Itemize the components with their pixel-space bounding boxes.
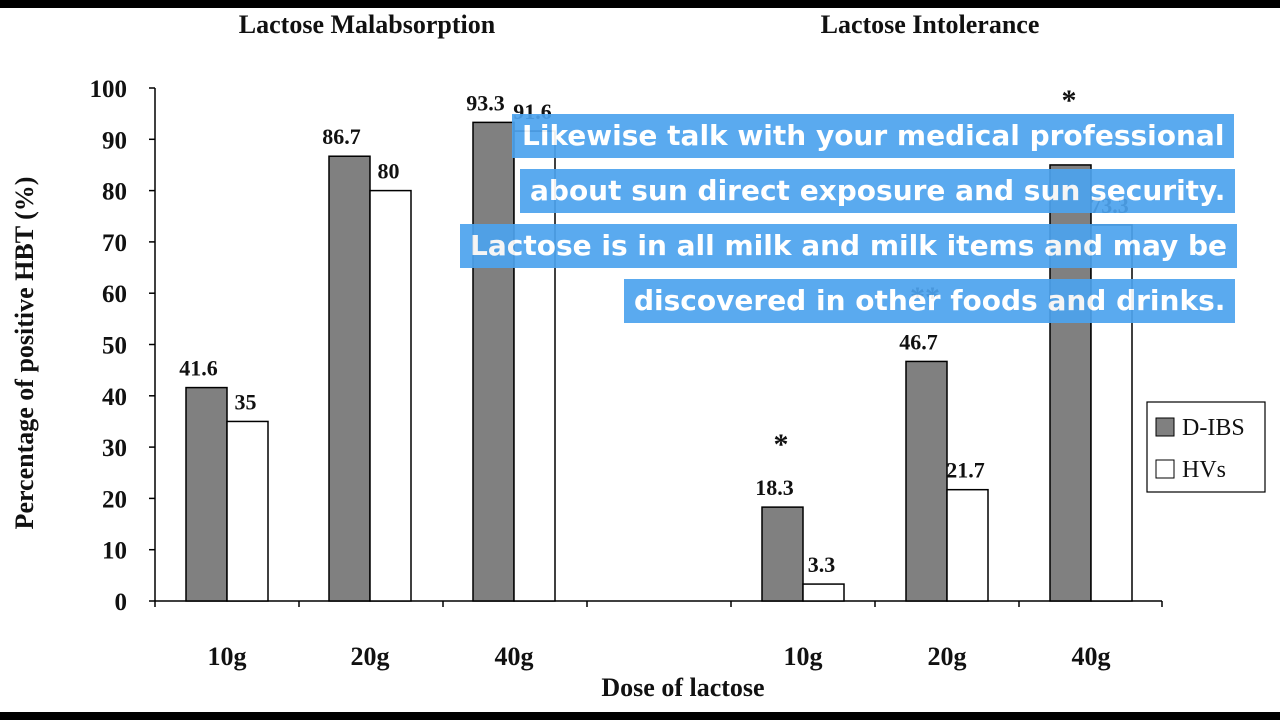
x-tick-label: 10g — [208, 642, 247, 671]
y-axis-label: Percentage of positive HBT (%) — [10, 177, 39, 530]
x-axis-label: Dose of lactose — [601, 673, 764, 702]
y-tick-label: 70 — [102, 230, 127, 257]
data-label: 93.3 — [466, 90, 505, 115]
significance-marker: * — [1062, 84, 1077, 117]
chart-frame: Lactose Malabsorption Lactose Intoleranc… — [0, 8, 1280, 712]
x-tick-label: 10g — [784, 642, 823, 671]
bar-hvs — [226, 420, 269, 602]
significance-marker: * — [774, 428, 789, 461]
bar-d-ibs — [761, 506, 804, 602]
bar-d-ibs — [185, 386, 228, 602]
x-tick-label: 40g — [1072, 642, 1111, 671]
y-tick-label: 10 — [102, 538, 127, 565]
y-tick-label: 40 — [102, 384, 127, 411]
x-tick-label: 40g — [495, 642, 534, 671]
data-label: 46.7 — [899, 329, 938, 354]
bar-hvs — [369, 189, 412, 602]
legend-label-d-ibs: D-IBS — [1182, 415, 1245, 441]
panel-title-intolerance: Lactose Intolerance — [821, 10, 1040, 39]
legend: D-IBS HVs — [1146, 401, 1266, 493]
y-tick-label: 50 — [102, 333, 127, 360]
caption-line-2: about sun direct exposure and sun securi… — [520, 169, 1236, 213]
x-axis-ticks: 10g 20g 40g 10g 20g 40g — [154, 601, 1163, 671]
y-tick-label: 60 — [102, 281, 127, 308]
data-label: 21.7 — [946, 458, 985, 483]
data-label: 18.3 — [755, 475, 794, 500]
caption-line-4: discovered in other foods and drinks. — [624, 279, 1236, 323]
y-tick-label: 80 — [102, 179, 127, 206]
caption-line-3: Lactose is in all milk and milk items an… — [460, 224, 1238, 268]
data-label: 41.6 — [179, 356, 218, 381]
y-tick-label: 100 — [90, 76, 128, 103]
legend-swatch-d-ibs — [1155, 417, 1175, 437]
legend-label-hvs: HVs — [1182, 457, 1226, 483]
bar-d-ibs — [472, 121, 515, 602]
caption-line-1: Likewise talk with your medical professi… — [512, 114, 1235, 158]
data-label: 35 — [235, 389, 257, 414]
bar-hvs — [946, 488, 989, 602]
bar-d-ibs — [905, 360, 948, 602]
x-tick-label: 20g — [928, 642, 967, 671]
data-label: 86.7 — [322, 124, 361, 149]
bar-d-ibs — [328, 155, 371, 602]
panel-title-malabsorption: Lactose Malabsorption — [239, 10, 496, 39]
y-axis-ticks: 0 10 20 30 40 50 60 70 80 90 100 — [90, 76, 155, 616]
data-label: 80 — [378, 159, 400, 184]
y-tick-label: 20 — [102, 486, 127, 513]
y-tick-label: 90 — [102, 127, 127, 154]
y-tick-label: 30 — [102, 435, 127, 462]
data-label: 3.3 — [808, 552, 836, 577]
x-tick-label: 20g — [351, 642, 390, 671]
y-tick-label: 0 — [115, 589, 128, 616]
bar-hvs — [802, 583, 845, 602]
legend-swatch-hvs — [1155, 459, 1175, 479]
